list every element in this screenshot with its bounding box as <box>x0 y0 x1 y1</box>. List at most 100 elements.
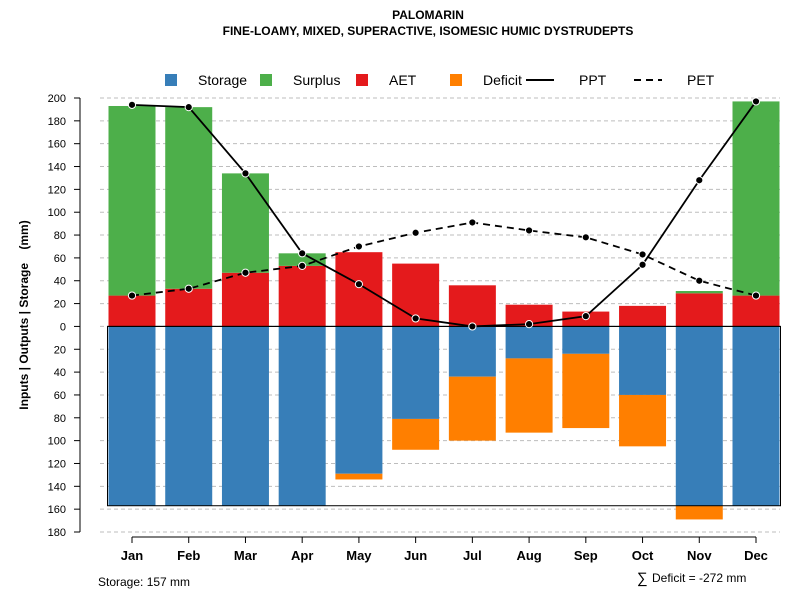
legend-label-deficit: Deficit <box>483 72 522 88</box>
y-tick-label: 120 <box>48 184 66 196</box>
y-tick-label: 60 <box>54 253 66 265</box>
x-tick-label-jul: Jul <box>463 548 482 563</box>
legend-label-pet: PET <box>687 72 715 88</box>
aet-bar-dec <box>732 295 780 327</box>
pet-point <box>581 233 590 242</box>
ppt-point <box>751 97 761 106</box>
ppt-point <box>524 320 534 329</box>
x-tick-label-sep: Sep <box>574 548 598 563</box>
legend-swatch-aet <box>356 74 368 86</box>
storage-bar-sep <box>562 326 610 354</box>
x-tick-label-jan: Jan <box>121 548 143 563</box>
surplus-bar-dec <box>732 101 780 296</box>
storage-bar-jun <box>392 326 440 419</box>
deficit-bar-oct <box>619 394 667 447</box>
y-tick-label: 100 <box>48 436 66 448</box>
y-tick-label: 100 <box>48 207 66 219</box>
legend-label-storage: Storage <box>198 72 247 88</box>
pet-point <box>184 284 193 293</box>
y-tick-label: 0 <box>60 321 66 333</box>
aet-bar-nov <box>675 293 723 327</box>
aet-bar-apr <box>278 265 326 327</box>
y-tick-label: 80 <box>54 413 66 425</box>
storage-bar-oct <box>619 326 667 395</box>
ppt-point <box>411 314 420 323</box>
aet-bar-jul <box>448 285 496 327</box>
storage-bar-mar <box>221 326 269 506</box>
aet-bar-oct <box>619 305 667 327</box>
ppt-line <box>131 100 757 328</box>
chart-subtitle: FINE-LOAMY, MIXED, SUPERACTIVE, ISOMESIC… <box>223 24 634 38</box>
aet-bar-feb <box>165 288 213 327</box>
y-tick-label: 140 <box>48 481 66 493</box>
ppt-point <box>127 100 137 109</box>
legend-label-surplus: Surplus <box>293 72 340 88</box>
deficit-bar-aug <box>505 358 553 433</box>
aet-bar-jan <box>108 295 156 327</box>
y-tick-label: 140 <box>48 162 66 174</box>
chart-title: PALOMARIN <box>392 8 464 22</box>
ppt-point <box>468 322 477 331</box>
storage-bar-dec <box>732 326 780 506</box>
pet-point <box>241 268 250 277</box>
deficit-bar-may <box>335 473 383 480</box>
legend-label-ppt: PPT <box>579 72 607 88</box>
storage-bar-feb <box>165 326 213 506</box>
y-tick-label: 20 <box>54 344 66 356</box>
storage-note: Storage: 157 mm <box>98 575 190 589</box>
y-axis-label: Inputs | Outputs | Storage (mm) <box>17 220 31 409</box>
grid-lines <box>100 97 780 533</box>
x-tick-label-jun: Jun <box>404 548 427 563</box>
bars-layer <box>108 101 780 520</box>
pet-point <box>468 218 477 227</box>
ppt-point <box>695 176 704 185</box>
storage-bar-nov <box>675 326 723 506</box>
legend-label-aet: AET <box>389 72 417 88</box>
pet-point <box>524 226 534 235</box>
y-tick-label: 180 <box>48 116 66 128</box>
x-tick-label-feb: Feb <box>177 548 200 563</box>
x-tick-label-may: May <box>346 548 372 563</box>
surplus-bar-nov <box>675 291 723 294</box>
y-tick-label: 160 <box>48 504 66 516</box>
pet-point <box>695 276 704 285</box>
ppt-point <box>581 312 590 321</box>
deficit-symbol: ∑ <box>637 570 648 587</box>
x-tick-label-mar: Mar <box>234 548 257 563</box>
legend-swatch-deficit <box>450 74 462 86</box>
ppt-point <box>354 280 364 289</box>
y-tick-label: 40 <box>54 367 66 379</box>
axes-layer: 2001801601401201008060402002040608010012… <box>48 93 768 563</box>
pet-point <box>411 228 420 237</box>
legend-swatch-surplus <box>260 74 272 86</box>
ppt-point <box>241 169 250 178</box>
storage-bar-may <box>335 326 383 474</box>
pet-point <box>127 291 137 300</box>
x-tick-label-aug: Aug <box>516 548 541 563</box>
deficit-bar-sep <box>562 353 610 429</box>
legend-swatch-storage <box>165 74 177 86</box>
surplus-bar-mar <box>221 173 269 273</box>
deficit-bar-jul <box>448 376 496 441</box>
y-tick-label: 160 <box>48 139 66 151</box>
pet-point <box>354 242 364 251</box>
x-tick-label-apr: Apr <box>291 548 313 563</box>
legend: Storage Surplus AET Deficit PPT PET <box>165 72 715 88</box>
deficit-bar-jun <box>392 418 440 450</box>
x-tick-label-dec: Dec <box>744 548 768 563</box>
ppt-point <box>298 249 307 258</box>
pet-point <box>298 261 307 270</box>
y-tick-label: 80 <box>54 230 66 242</box>
y-tick-label: 180 <box>48 527 66 539</box>
aet-bar-mar <box>221 272 269 327</box>
aet-bar-aug <box>505 304 553 327</box>
ppt-point <box>638 260 647 269</box>
deficit-bar-nov <box>675 505 723 520</box>
storage-bar-aug <box>505 326 553 359</box>
pet-point <box>638 250 647 259</box>
lines-layer <box>107 97 781 507</box>
y-tick-label: 40 <box>54 276 66 288</box>
x-tick-label-oct: Oct <box>632 548 654 563</box>
storage-bar-jan <box>108 326 156 506</box>
